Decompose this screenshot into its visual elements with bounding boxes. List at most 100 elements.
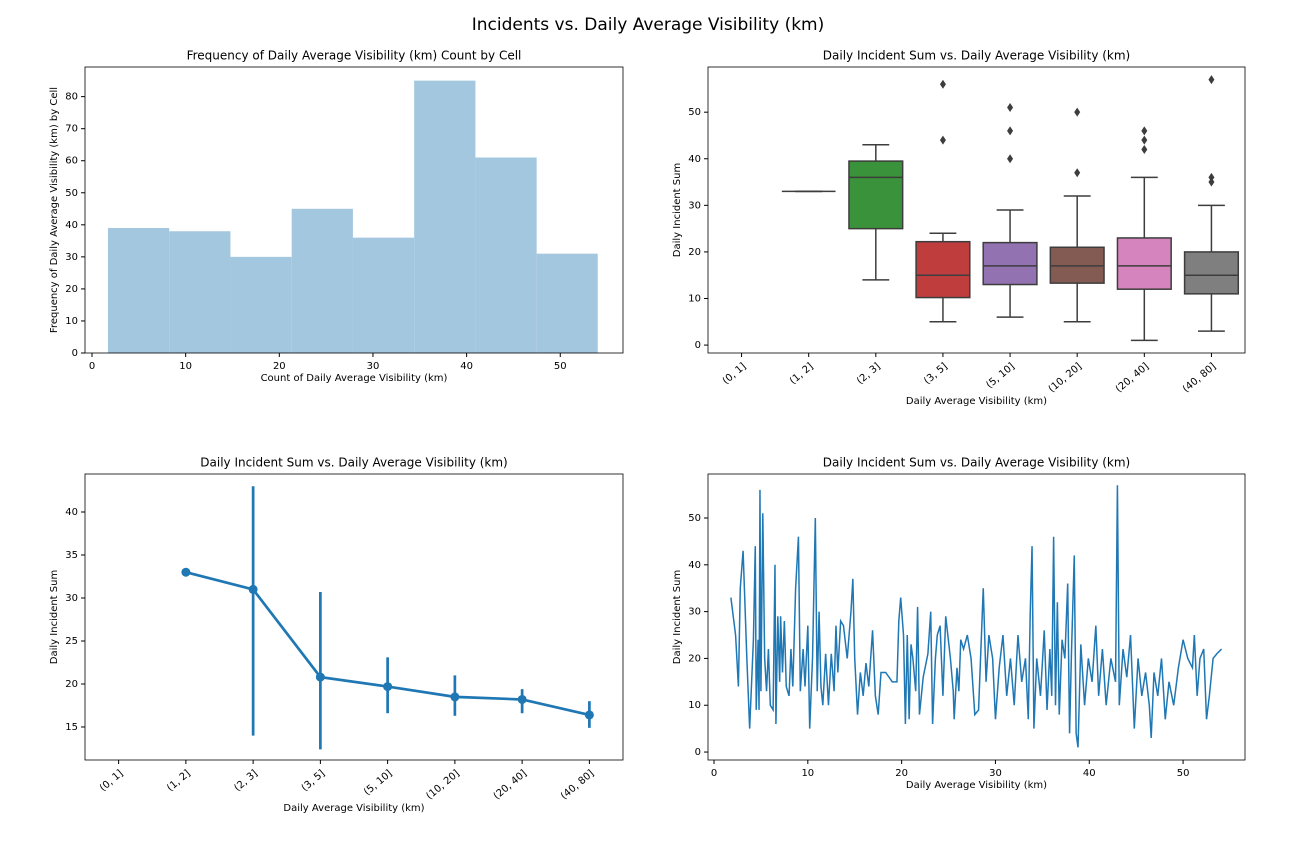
x-tick-label: 30 xyxy=(989,768,1002,779)
y-tick-label: 15 xyxy=(65,722,78,733)
outlier xyxy=(1141,135,1148,145)
histogram-bar xyxy=(169,231,231,353)
x-tick-label: (3, 5] xyxy=(300,768,328,794)
histogram-bar xyxy=(230,256,292,353)
x-tick-label: (0, 1] xyxy=(721,361,749,387)
outlier xyxy=(1074,107,1081,117)
y-tick-label: 0 xyxy=(72,348,78,359)
y-tick-label: 30 xyxy=(688,200,701,211)
histogram-bar xyxy=(414,80,476,353)
x-tick-label: 0 xyxy=(89,361,95,372)
outlier xyxy=(1074,168,1081,178)
point xyxy=(181,567,191,577)
outlier xyxy=(1141,144,1148,154)
x-tick-label: (20, 40] xyxy=(1114,361,1151,395)
histogram-bar xyxy=(107,228,170,353)
point xyxy=(315,672,325,682)
x-tick-label: 50 xyxy=(554,361,567,372)
figure-title: Incidents vs. Daily Average Visibility (… xyxy=(472,15,824,35)
x-tick-label: 10 xyxy=(179,361,192,372)
y-tick-label: 60 xyxy=(65,156,78,167)
y-tick-label: 40 xyxy=(65,220,78,231)
y-tick-label: 10 xyxy=(688,294,701,305)
x-tick-label: 0 xyxy=(711,768,717,779)
axes-frame xyxy=(84,473,624,761)
y-tick-label: 30 xyxy=(688,607,701,618)
y-tick-label: 30 xyxy=(65,593,78,604)
y-tick-label: 20 xyxy=(65,679,78,690)
x-axis-label: Daily Average Visibility (km) xyxy=(906,396,1047,407)
box xyxy=(1116,237,1172,290)
outlier xyxy=(1007,126,1014,136)
box xyxy=(982,241,1038,286)
y-tick-label: 40 xyxy=(688,560,701,571)
x-axis-label: Daily Average Visibility (km) xyxy=(283,803,424,814)
y-tick-label: 20 xyxy=(65,284,78,295)
y-tick-label: 25 xyxy=(65,636,78,647)
x-axis-label: Count of Daily Average Visibility (km) xyxy=(261,373,448,384)
x-tick-label: (0, 1] xyxy=(98,768,126,794)
outlier xyxy=(1007,103,1014,113)
outlier xyxy=(939,135,946,145)
x-tick-label: (40, 80] xyxy=(559,768,596,802)
y-tick-label: 50 xyxy=(688,107,701,118)
axes-frame xyxy=(84,66,624,354)
histogram-bar xyxy=(536,253,598,353)
outlier xyxy=(1208,75,1215,85)
x-tick-label: (1, 2] xyxy=(165,768,193,794)
subplot-title: Frequency of Daily Average Visibility (k… xyxy=(187,49,522,63)
point xyxy=(450,692,460,702)
y-tick-label: 80 xyxy=(65,92,78,103)
histogram-bar xyxy=(352,237,415,353)
x-tick-label: 20 xyxy=(273,361,286,372)
box xyxy=(1183,251,1240,295)
outlier xyxy=(1208,172,1215,182)
subplot-title: Daily Incident Sum vs. Daily Average Vis… xyxy=(200,456,507,470)
x-tick-label: (2, 3] xyxy=(855,361,883,387)
x-tick-label: (10, 20] xyxy=(1047,361,1084,395)
y-tick-label: 20 xyxy=(688,653,701,664)
x-tick-label: (20, 40] xyxy=(492,768,529,802)
y-axis-label: Daily Incident Sum xyxy=(672,570,683,664)
box xyxy=(848,160,904,230)
y-tick-label: 10 xyxy=(688,700,701,711)
y-tick-label: 35 xyxy=(65,550,78,561)
x-tick-label: (1, 2] xyxy=(788,361,816,387)
line xyxy=(730,485,1223,748)
point xyxy=(517,694,527,704)
outlier xyxy=(1007,154,1014,164)
x-tick-label: 20 xyxy=(895,768,908,779)
outlier xyxy=(1141,126,1148,136)
x-tick-label: 50 xyxy=(1177,768,1190,779)
axes-frame xyxy=(707,473,1246,761)
point xyxy=(584,710,594,720)
x-tick-label: 40 xyxy=(460,361,473,372)
histogram-bar xyxy=(475,157,537,353)
x-axis-label: Daily Average Visibility (km) xyxy=(906,780,1047,791)
outlier xyxy=(1208,177,1215,187)
y-tick-label: 0 xyxy=(695,340,701,351)
y-tick-label: 20 xyxy=(688,247,701,258)
x-tick-label: (5, 10] xyxy=(362,768,395,798)
x-tick-label: (3, 5] xyxy=(922,361,950,387)
y-tick-label: 50 xyxy=(65,188,78,199)
y-axis-label: Frequency of Daily Average Visibility (k… xyxy=(49,87,60,333)
x-tick-label: 10 xyxy=(801,768,814,779)
y-tick-label: 50 xyxy=(688,513,701,524)
y-tick-label: 30 xyxy=(65,252,78,263)
x-tick-label: (5, 10] xyxy=(984,361,1017,391)
outlier xyxy=(939,79,946,89)
y-tick-label: 40 xyxy=(65,507,78,518)
x-tick-label: 30 xyxy=(367,361,380,372)
y-tick-label: 0 xyxy=(695,747,701,758)
x-tick-label: (2, 3] xyxy=(232,768,260,794)
x-tick-label: 40 xyxy=(1083,768,1096,779)
subplot-title: Daily Incident Sum vs. Daily Average Vis… xyxy=(823,49,1130,63)
x-tick-label: (10, 20] xyxy=(424,768,461,802)
y-tick-label: 70 xyxy=(65,124,78,135)
point xyxy=(383,682,393,692)
subplot-title: Daily Incident Sum vs. Daily Average Vis… xyxy=(823,456,1130,470)
y-axis-label: Daily Incident Sum xyxy=(49,570,60,664)
histogram-bar xyxy=(291,208,353,353)
